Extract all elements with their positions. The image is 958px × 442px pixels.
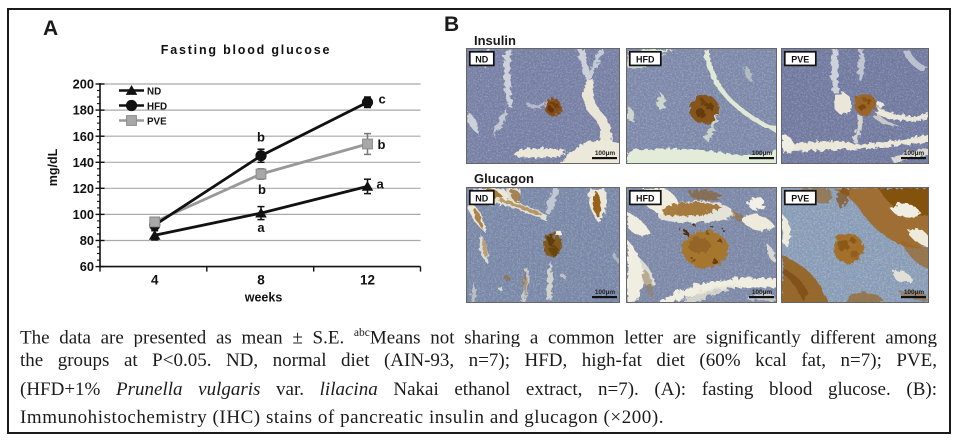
- svg-text:100: 100: [73, 207, 94, 222]
- svg-text:160: 160: [73, 129, 94, 144]
- svg-text:weeks: weeks: [244, 291, 283, 305]
- svg-text:b: b: [378, 137, 386, 152]
- svg-text:8: 8: [257, 273, 265, 288]
- svg-text:180: 180: [73, 103, 94, 118]
- svg-text:HFD: HFD: [147, 101, 167, 112]
- svg-text:100µm: 100µm: [904, 289, 925, 296]
- svg-text:Fasting blood glucose: Fasting blood glucose: [161, 43, 331, 57]
- svg-text:a: a: [377, 176, 385, 191]
- svg-text:100µm: 100µm: [752, 150, 773, 157]
- svg-text:HFD: HFD: [636, 193, 655, 203]
- svg-text:100µm: 100µm: [904, 150, 925, 157]
- svg-text:100µm: 100µm: [595, 150, 616, 157]
- svg-text:PVE: PVE: [791, 193, 809, 203]
- svg-text:b: b: [258, 182, 266, 197]
- svg-text:mg/dL: mg/dL: [46, 148, 60, 186]
- svg-text:ND: ND: [475, 193, 488, 203]
- svg-text:200: 200: [73, 77, 94, 92]
- svg-text:100µm: 100µm: [595, 289, 616, 296]
- svg-text:HFD: HFD: [636, 54, 655, 64]
- svg-text:PVE: PVE: [147, 116, 167, 127]
- svg-text:4: 4: [151, 273, 159, 288]
- svg-text:100µm: 100µm: [752, 289, 773, 296]
- svg-text:b: b: [257, 130, 265, 145]
- svg-text:140: 140: [73, 155, 94, 170]
- svg-text:c: c: [379, 91, 386, 106]
- svg-text:a: a: [257, 220, 265, 235]
- svg-text:80: 80: [80, 233, 94, 248]
- svg-text:ND: ND: [147, 86, 161, 97]
- svg-text:120: 120: [73, 181, 94, 196]
- svg-text:12: 12: [360, 273, 375, 288]
- svg-text:PVE: PVE: [791, 54, 809, 64]
- svg-text:60: 60: [80, 259, 94, 274]
- svg-text:ND: ND: [475, 54, 488, 64]
